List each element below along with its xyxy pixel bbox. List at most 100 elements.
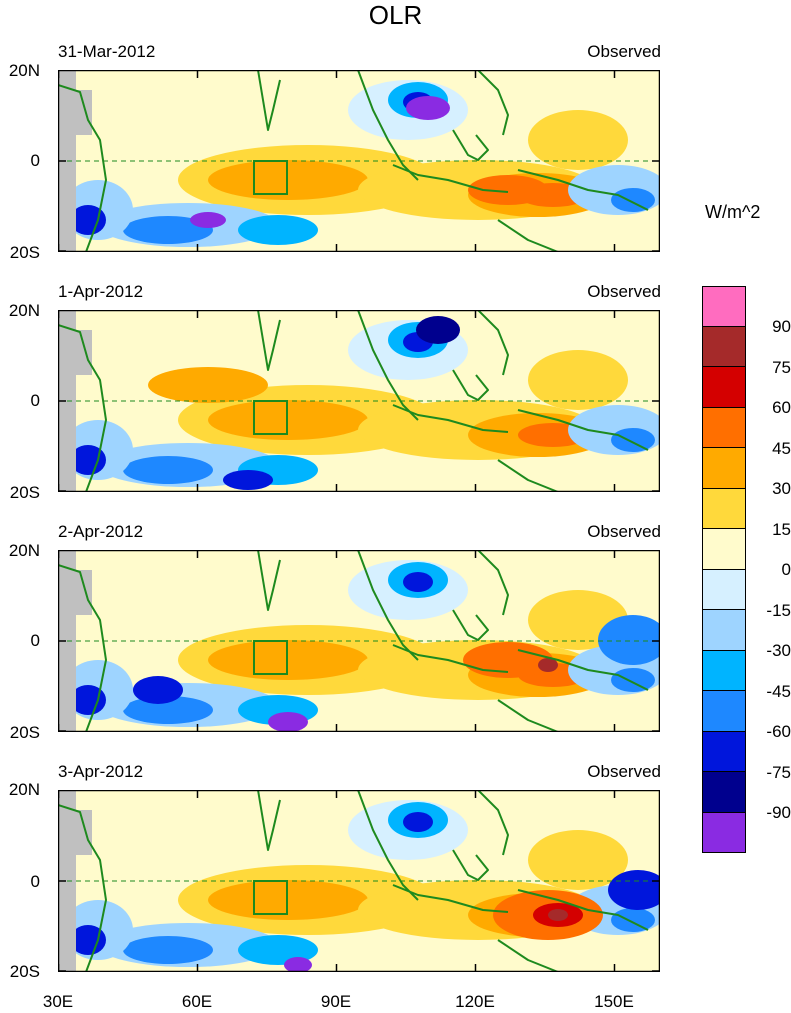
- panel-4-lat-20n: 20N: [8, 780, 40, 799]
- olr-contour-region: [123, 456, 213, 484]
- colorbar: [702, 286, 746, 853]
- olr-contour-region: [463, 642, 553, 678]
- olr-contour-region: [611, 908, 655, 932]
- new-guinea-coastline: [517, 169, 649, 211]
- panel-1-lat-20n: 20N: [8, 61, 40, 80]
- philippines-coastline: [477, 550, 509, 616]
- panel-1-lat-0: 0: [30, 151, 40, 170]
- olr-contour-region: [468, 175, 548, 205]
- australia-coastline: [497, 459, 559, 492]
- panel-1-lat-20s: 20S: [9, 243, 40, 262]
- colorbar-tick-label: 75: [772, 358, 791, 377]
- panel-2-date: 1-Apr-2012: [58, 282, 144, 301]
- analysis-box: [253, 880, 288, 915]
- india-coastline: [257, 790, 281, 851]
- olr-contour-region: [598, 615, 660, 665]
- olr-contour-region: [70, 445, 106, 475]
- olr-contour-region: [123, 936, 213, 964]
- panel-3-lat-0: 0: [30, 631, 40, 650]
- colorbar-tick-label: -60: [766, 722, 791, 741]
- missing-data-box: [76, 330, 92, 375]
- olr-contour-region: [123, 216, 213, 244]
- lon-label-150e: 150E: [594, 992, 634, 1011]
- olr-contour-region: [608, 870, 660, 910]
- philippines-coastline: [477, 70, 509, 136]
- colorbar-tick-label: 30: [772, 479, 791, 498]
- olr-contour-region: [190, 212, 226, 228]
- olr-contour-region: [538, 658, 558, 672]
- panel-4-date: 3-Apr-2012: [58, 762, 144, 781]
- philippines-coastline: [477, 310, 509, 376]
- olr-map-panel-2: [58, 310, 660, 492]
- missing-data-box: [76, 90, 92, 135]
- colorbar-tick-label: 60: [772, 398, 791, 417]
- borneo-coastline: [452, 849, 489, 881]
- olr-contour-region: [528, 830, 628, 890]
- panel-3-label: Observed: [587, 522, 661, 541]
- units-label: W/m^2: [705, 202, 761, 222]
- olr-contour-region: [223, 470, 273, 490]
- colorbar-swatch: [702, 569, 746, 610]
- panel-4-label: Observed: [587, 762, 661, 781]
- olr-contour-region: [528, 350, 628, 410]
- east-africa-coastline: [58, 84, 107, 252]
- missing-data-box: [76, 570, 92, 615]
- philippines-coastline: [477, 790, 509, 856]
- colorbar-swatch: [702, 772, 746, 813]
- east-africa-coastline: [58, 564, 107, 732]
- colorbar-swatch: [702, 731, 746, 772]
- lon-label-90e: 90E: [320, 992, 352, 1011]
- colorbar-swatch: [702, 610, 746, 651]
- colorbar-swatch: [702, 367, 746, 408]
- colorbar-swatch: [702, 326, 746, 367]
- colorbar-tick-label: 0: [781, 560, 791, 579]
- olr-contour-region: [238, 215, 318, 245]
- borneo-coastline: [452, 609, 489, 641]
- sumatra-java-coastline: [392, 164, 509, 193]
- panel-2-label: Observed: [587, 282, 661, 301]
- olr-map-panel-1: [58, 70, 660, 252]
- colorbar-tick-label: -45: [766, 682, 791, 701]
- india-coastline: [257, 550, 281, 611]
- panel-1-label: Observed: [587, 42, 661, 61]
- sumatra-java-coastline: [392, 404, 509, 433]
- india-coastline: [257, 70, 281, 131]
- panel-2-lat-0: 0: [30, 391, 40, 410]
- colorbar-swatch: [702, 407, 746, 448]
- olr-contour-region: [123, 696, 213, 724]
- panel-3-lat-20n: 20N: [8, 541, 40, 560]
- panel-4-lat-20s: 20S: [9, 962, 40, 981]
- colorbar-swatch: [702, 812, 746, 853]
- olr-contour-region: [406, 96, 450, 120]
- new-guinea-coastline: [517, 409, 649, 451]
- olr-contour-region: [611, 188, 655, 212]
- analysis-box: [253, 400, 288, 435]
- lon-label-60e: 60E: [181, 992, 213, 1011]
- lon-label-30e: 30E: [42, 992, 74, 1011]
- colorbar-tick-label: 15: [772, 520, 791, 539]
- new-guinea-coastline: [517, 889, 649, 931]
- analysis-box: [253, 160, 288, 195]
- colorbar-swatch: [702, 448, 746, 489]
- panel-3-date: 2-Apr-2012: [58, 522, 144, 541]
- colorbar-tick-label: -75: [766, 763, 791, 782]
- olr-contour-region: [70, 205, 106, 235]
- olr-map-panel-4: [58, 790, 660, 972]
- colorbar-swatch: [702, 691, 746, 732]
- olr-contour-region: [403, 572, 433, 592]
- lon-label-120e: 120E: [455, 992, 495, 1011]
- olr-contour-region: [70, 925, 106, 955]
- colorbar-swatch: [702, 286, 746, 327]
- olr-contour-region: [70, 685, 106, 715]
- borneo-coastline: [452, 369, 489, 401]
- australia-coastline: [497, 219, 559, 252]
- borneo-coastline: [452, 129, 489, 161]
- east-africa-coastline: [58, 324, 107, 492]
- missing-data-box: [76, 810, 92, 855]
- panel-3-lat-20s: 20S: [9, 723, 40, 742]
- panel-2-lat-20s: 20S: [9, 483, 40, 502]
- colorbar-swatch: [702, 650, 746, 691]
- colorbar-swatch: [702, 529, 746, 570]
- olr-contour-region: [611, 428, 655, 452]
- olr-contour-region: [528, 110, 628, 170]
